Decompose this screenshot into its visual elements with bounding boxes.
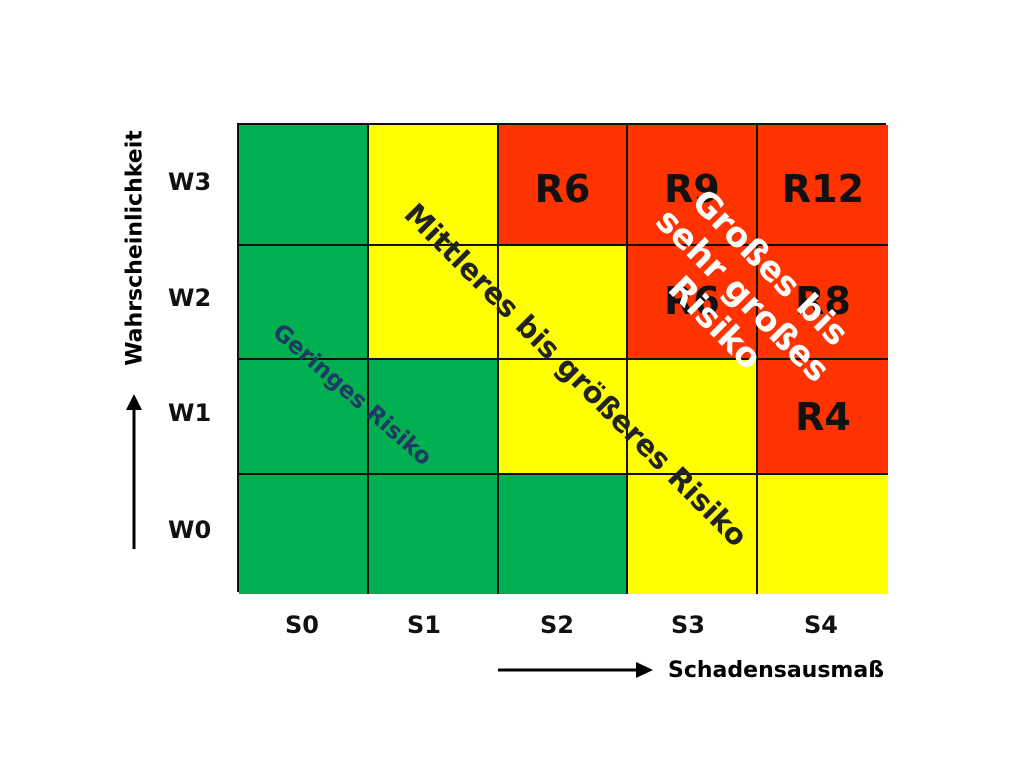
row-label-w1: W1 (168, 399, 212, 427)
matrix-cell-w0-s1 (369, 475, 499, 594)
matrix-cell-w1-s2 (499, 360, 628, 475)
y-axis-title: Wahrscheinlichkeit (122, 130, 148, 366)
cell-risk-label: R8 (795, 279, 851, 323)
matrix-cell-w3-s3: R9 (628, 125, 758, 246)
matrix-cell-w1-s0 (239, 360, 369, 475)
matrix-cell-w2-s4: R8 (758, 246, 888, 360)
matrix-cell-w1-s4: R4 (758, 360, 888, 475)
matrix-cell-w0-s3 (628, 475, 758, 594)
col-label-s0: S0 (285, 611, 319, 639)
col-label-s1: S1 (407, 611, 441, 639)
col-label-s2: S2 (540, 611, 574, 639)
row-label-w3: W3 (168, 168, 212, 196)
matrix-cell-w0-s0 (239, 475, 369, 594)
cell-risk-label: R12 (781, 167, 865, 211)
x-axis-title: Schadensausmaß (668, 658, 885, 683)
matrix-cell-w0-s4 (758, 475, 888, 594)
cell-risk-label: R6 (534, 167, 591, 211)
row-label-w2: W2 (168, 284, 212, 312)
col-label-s3: S3 (671, 611, 705, 639)
matrix-cell-w3-s0 (239, 125, 369, 246)
x-axis-arrow (498, 662, 653, 678)
matrix-cell-w2-s3: R6 (628, 246, 758, 360)
cell-risk-label: R9 (664, 167, 720, 211)
risk-matrix: R6 R9 R12 R6 R8 R4 (237, 123, 888, 594)
cell-risk-label: R6 (664, 279, 720, 323)
matrix-cell-w0-s2 (499, 475, 628, 594)
matrix-cell-w2-s1 (369, 246, 499, 360)
matrix-cell-w2-s2 (499, 246, 628, 360)
row-label-w0: W0 (168, 516, 212, 544)
matrix-cell-w3-s2: R6 (499, 125, 628, 246)
col-label-s4: S4 (804, 611, 838, 639)
cell-risk-label: R4 (795, 395, 851, 439)
matrix-cell-w3-s1 (369, 125, 499, 246)
matrix-cell-w1-s3 (628, 360, 758, 475)
matrix-cell-w3-s4: R12 (758, 125, 888, 246)
matrix-cell-w2-s0 (239, 246, 369, 360)
y-axis-arrow (126, 394, 142, 549)
matrix-cell-w1-s1 (369, 360, 499, 475)
